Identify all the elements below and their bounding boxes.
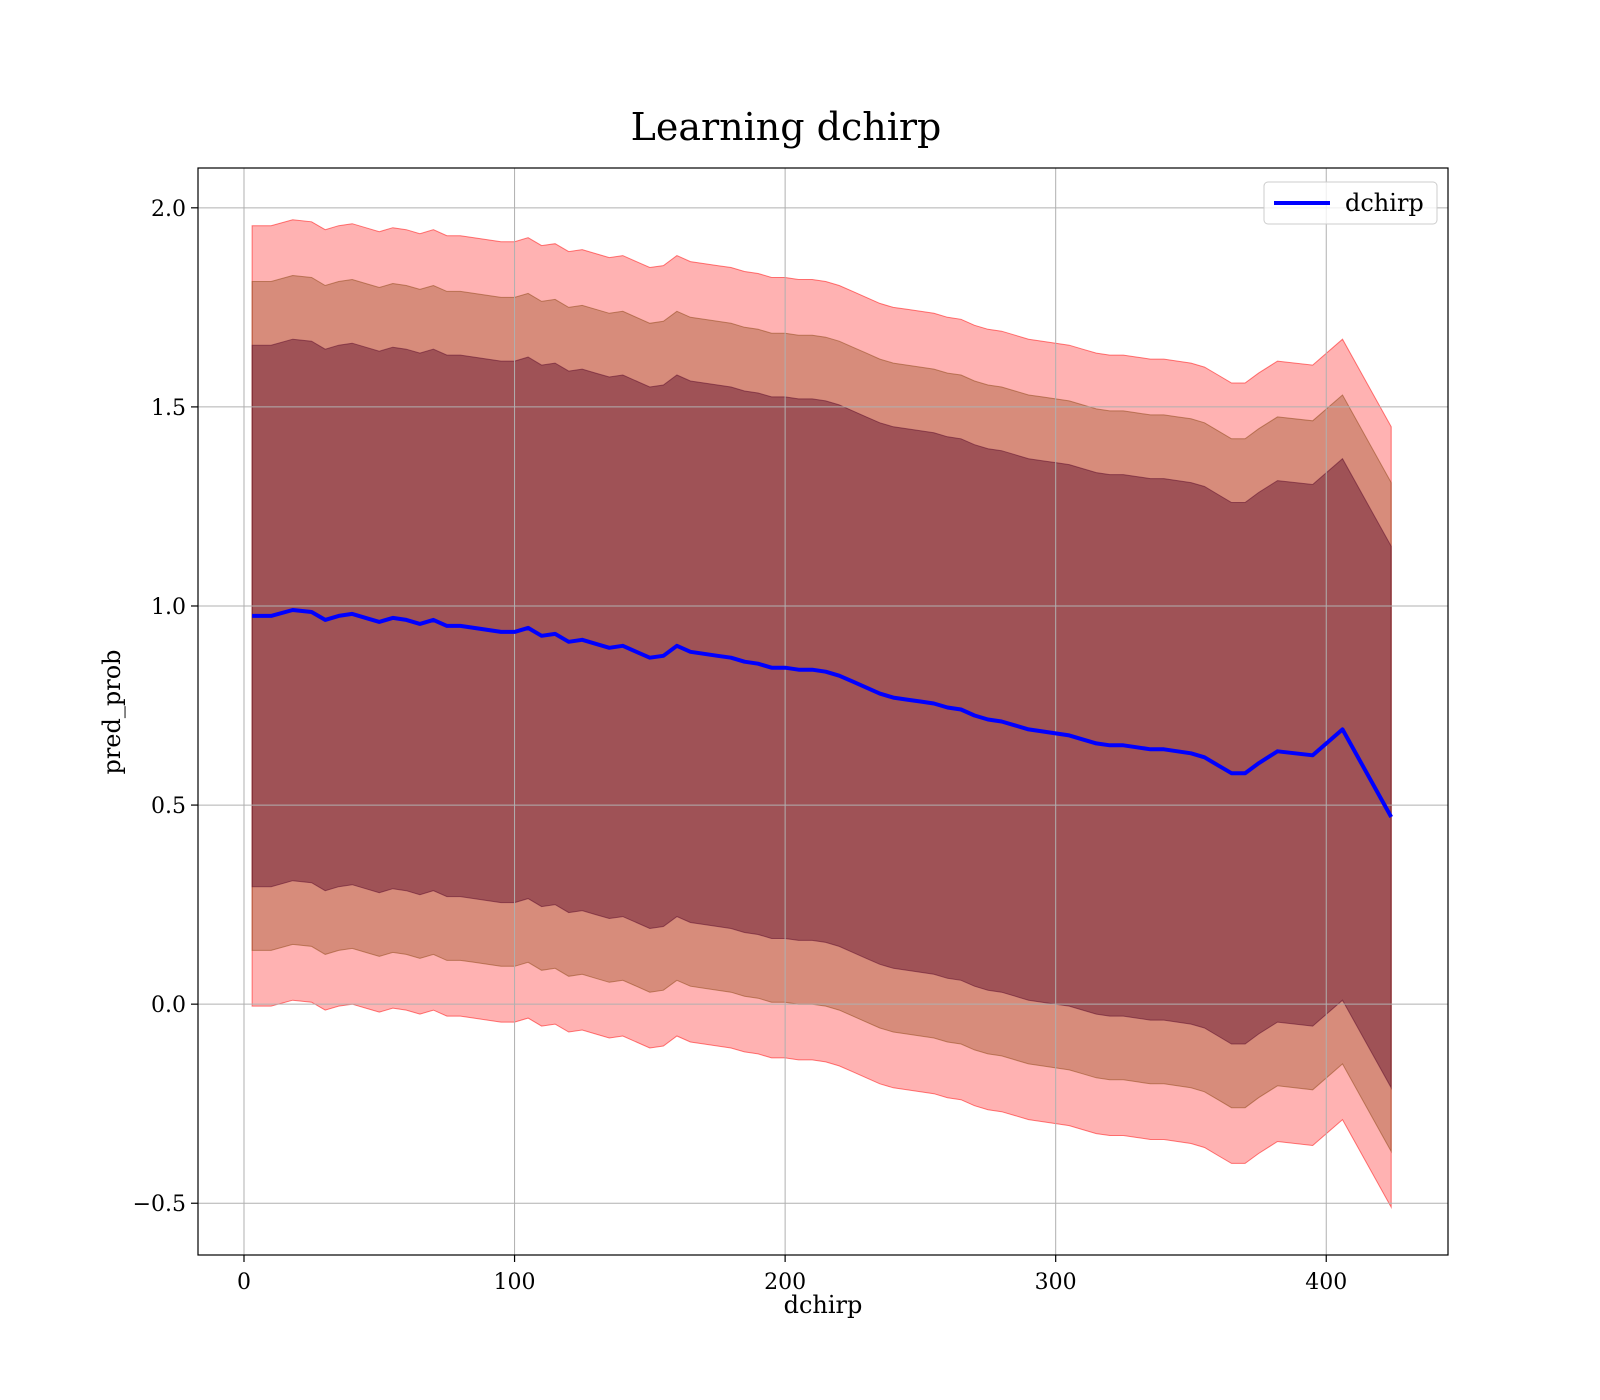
plot-area: [197, 167, 1449, 1256]
confidence-band-2: [251, 274, 1392, 1154]
series-line-dchirp: [252, 608, 1393, 818]
x-tick-label: 100: [494, 1270, 536, 1295]
x-tick-label: 0: [237, 1270, 251, 1295]
grid-lines: [198, 168, 1448, 1255]
x-tick-label: 200: [764, 1270, 806, 1295]
legend: dchirp: [1263, 181, 1438, 225]
confidence-band-1: [251, 219, 1392, 1210]
legend-box: [1263, 181, 1438, 225]
y-tick-label: 2.0: [151, 197, 186, 222]
x-axis-label: dchirp: [784, 1291, 863, 1319]
y-tick-label: −0.5: [133, 1192, 186, 1217]
confidence-bands: [251, 219, 1392, 1210]
x-axis-ticks: 0 100 200 300 400: [237, 1255, 1347, 1295]
y-axis-label: pred_prob: [98, 649, 126, 774]
y-tick-label: 1.0: [151, 595, 186, 620]
legend-label: dchirp: [1345, 189, 1424, 217]
series-lines: [252, 608, 1393, 818]
chart-title: Learning dchirp: [631, 105, 942, 149]
y-tick-label: 0.5: [151, 794, 186, 819]
confidence-band-3: [251, 338, 1392, 1090]
y-tick-label: 0.0: [151, 993, 186, 1018]
x-tick-label: 400: [1305, 1270, 1347, 1295]
x-tick-label: 300: [1035, 1270, 1077, 1295]
y-axis-ticks: −0.5 0.0 0.5 1.0 1.5 2.0: [133, 197, 198, 1217]
y-tick-label: 1.5: [151, 396, 186, 421]
plot-frame: [197, 167, 1449, 1256]
